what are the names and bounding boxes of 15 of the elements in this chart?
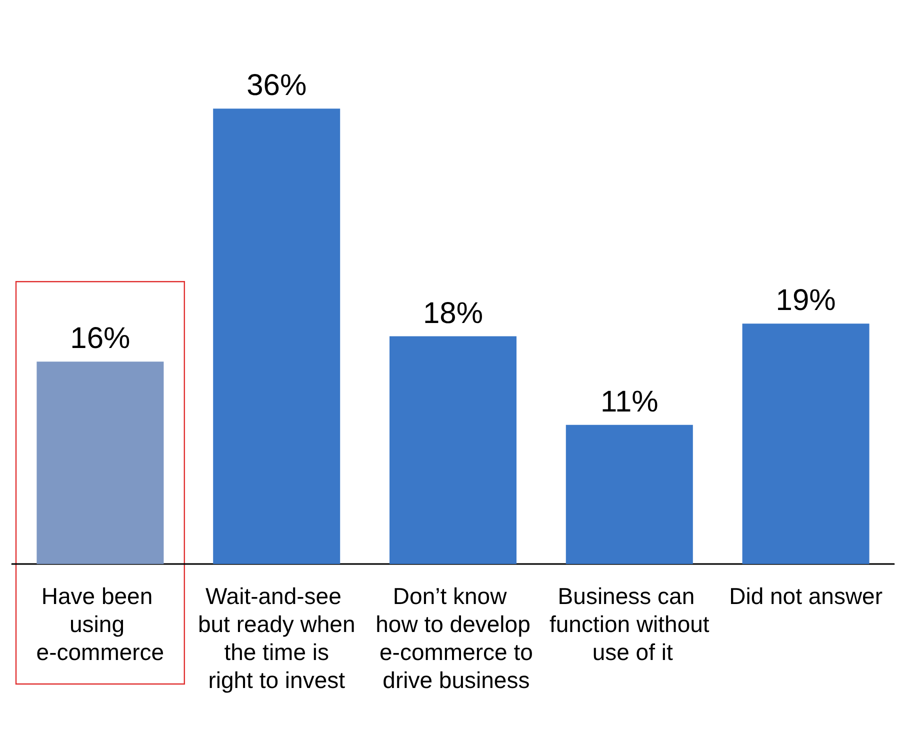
bar bbox=[213, 108, 340, 564]
data-label: 36% bbox=[246, 69, 307, 102]
bar bbox=[389, 336, 517, 564]
bar bbox=[742, 324, 870, 564]
data-label: 16% bbox=[70, 322, 130, 356]
x-tick-label: Did not answer bbox=[729, 583, 883, 609]
data-label: 19% bbox=[776, 284, 836, 318]
data-label: 18% bbox=[422, 296, 484, 330]
data-label: 11% bbox=[600, 385, 658, 418]
x-tick-label: Wait-and-see but ready when the time is right to invest bbox=[198, 583, 356, 693]
x-tick-label: Business can function without use of it bbox=[549, 583, 710, 665]
x-tick-label: Have been using e-commerce bbox=[36, 583, 164, 665]
bar bbox=[566, 424, 693, 564]
bar bbox=[36, 362, 164, 564]
x-tick-label: Don’t know how to develop e-commerce to drive business bbox=[373, 583, 533, 693]
